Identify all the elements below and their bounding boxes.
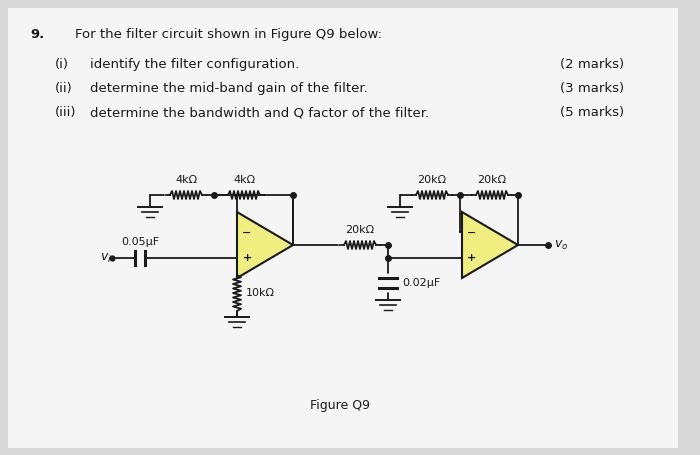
FancyBboxPatch shape (8, 8, 678, 448)
Polygon shape (237, 212, 293, 278)
Text: 0.02μF: 0.02μF (402, 278, 440, 288)
Text: $v_i$: $v_i$ (100, 252, 112, 264)
Text: (iii): (iii) (55, 106, 76, 119)
Text: $v_o$: $v_o$ (554, 238, 568, 252)
Text: 4kΩ: 4kΩ (175, 175, 197, 185)
Text: 10kΩ: 10kΩ (246, 288, 275, 298)
Text: (2 marks): (2 marks) (560, 58, 624, 71)
Text: (3 marks): (3 marks) (560, 82, 624, 95)
Text: 9.: 9. (30, 28, 44, 41)
Text: 0.05μF: 0.05μF (121, 237, 159, 247)
Text: 4kΩ: 4kΩ (233, 175, 255, 185)
Text: For the filter circuit shown in Figure Q9 below:: For the filter circuit shown in Figure Q… (75, 28, 382, 41)
Text: (i): (i) (55, 58, 69, 71)
Text: Figure Q9: Figure Q9 (310, 399, 370, 411)
Text: 20kΩ: 20kΩ (417, 175, 447, 185)
Text: −: − (468, 228, 477, 238)
Text: (5 marks): (5 marks) (560, 106, 624, 119)
Polygon shape (462, 212, 518, 278)
Text: +: + (242, 253, 251, 263)
Text: (ii): (ii) (55, 82, 73, 95)
Text: −: − (242, 228, 252, 238)
Text: identify the filter configuration.: identify the filter configuration. (90, 58, 300, 71)
Text: +: + (468, 253, 477, 263)
Text: determine the mid-band gain of the filter.: determine the mid-band gain of the filte… (90, 82, 368, 95)
Text: 20kΩ: 20kΩ (345, 225, 375, 235)
Text: determine the bandwidth and Q factor of the filter.: determine the bandwidth and Q factor of … (90, 106, 429, 119)
Text: 20kΩ: 20kΩ (477, 175, 507, 185)
